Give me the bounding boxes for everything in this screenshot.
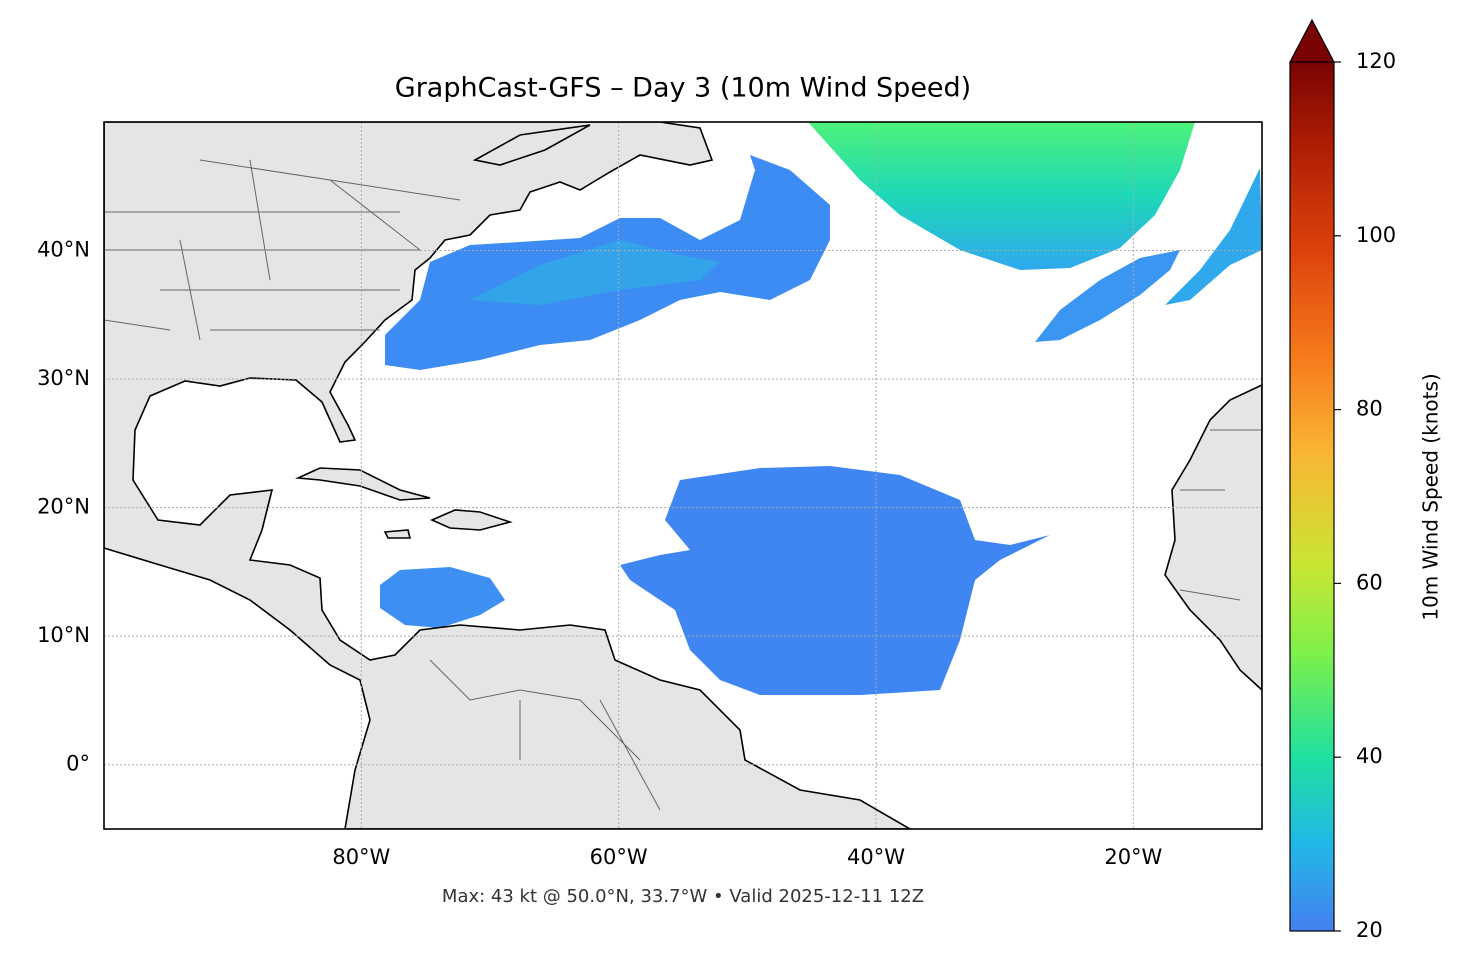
colorbar-extend: [1289, 18, 1335, 63]
wind-field: [470, 240, 720, 305]
y-tick-label: 40°N: [37, 238, 90, 262]
colorbar-tick-label: 40: [1356, 744, 1383, 768]
wind-field: [1165, 168, 1262, 305]
wind-field: [808, 122, 1195, 270]
colorbar-tick-label: 80: [1356, 397, 1383, 421]
x-tick-label: 60°W: [590, 845, 648, 869]
y-tick-label: 10°N: [37, 623, 90, 647]
x-tick-label: 80°W: [332, 845, 390, 869]
colorbar-tick-label: 100: [1356, 223, 1396, 247]
island: [383, 529, 412, 539]
colorbar-tick-label: 120: [1356, 49, 1396, 73]
y-tick-label: 20°N: [37, 495, 90, 519]
land: [1164, 384, 1262, 692]
colorbar-label: 10m Wind Speed (knots): [1419, 373, 1443, 620]
y-tick-label: 0°: [66, 752, 90, 776]
map-frame: [103, 121, 1263, 830]
borders: [104, 159, 1262, 811]
y-tick-label: 30°N: [37, 366, 90, 390]
x-tick-label: 20°W: [1104, 845, 1162, 869]
x-tick-label: 40°W: [847, 845, 905, 869]
grid: [104, 122, 1262, 829]
land: [104, 122, 912, 829]
island: [430, 509, 513, 531]
annotation: Max: 43 kt @ 50.0°N, 33.7°W • Valid 2025…: [442, 886, 924, 907]
colorbar-tick-label: 60: [1356, 570, 1383, 594]
map: [104, 122, 1262, 829]
island: [294, 467, 431, 501]
wind-field: [380, 567, 505, 628]
wind-field: [1035, 250, 1180, 342]
colorbar-tick-label: 20: [1356, 918, 1383, 942]
colorbar: [1289, 61, 1335, 932]
land: [472, 124, 591, 166]
chart-title: GraphCast-GFS – Day 3 (10m Wind Speed): [395, 73, 971, 104]
wind-field: [620, 466, 1050, 695]
